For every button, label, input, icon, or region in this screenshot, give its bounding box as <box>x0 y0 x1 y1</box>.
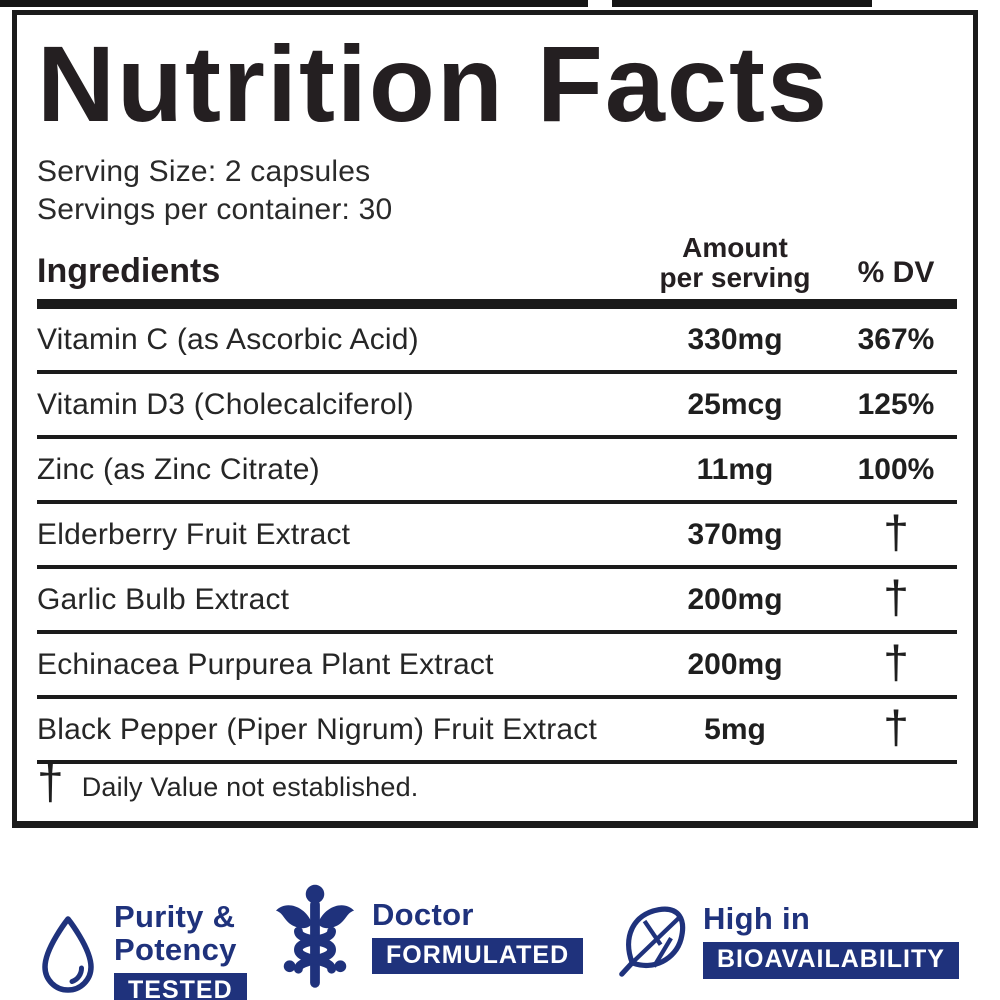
ingredient-name: Elderberry Fruit Extract <box>37 517 351 551</box>
nutrition-facts-panel: Nutrition Facts Serving Size: 2 capsules… <box>12 10 978 828</box>
ingredient-amount: 11mg <box>696 452 774 486</box>
table-row: Garlic Bulb Extract 200mg † <box>37 569 957 635</box>
servings-per-container-line: Servings per container: 30 <box>37 193 393 227</box>
ingredient-dv: 125% <box>857 387 935 421</box>
dagger-symbol: † <box>883 570 909 623</box>
certification-badges: Purity & Potency TESTED <box>0 876 1000 1000</box>
badge-label-line1: High in <box>703 901 811 936</box>
column-header-dv: % DV <box>857 256 935 290</box>
ingredient-dv: 367% <box>857 322 935 356</box>
ingredient-dv: 100% <box>857 452 935 486</box>
water-drop-icon <box>38 914 98 996</box>
leaf-icon <box>618 902 690 978</box>
badge-tag-formulated: FORMULATED <box>372 937 584 975</box>
ingredient-name: Garlic Bulb Extract <box>37 582 290 616</box>
ingredient-name: Echinacea Purpurea Plant Extract <box>37 647 494 681</box>
header-divider-bar <box>37 299 957 310</box>
column-header-ingredients: Ingredients <box>37 252 221 291</box>
ingredient-amount: 25mcg <box>687 387 783 421</box>
column-header-amount: Amount per serving <box>635 233 835 293</box>
footnote: † Daily Value not established. <box>37 756 957 810</box>
table-row: Elderberry Fruit Extract 370mg † <box>37 504 957 570</box>
table-row: Vitamin D3 (Cholecalciferol) 25mcg 125% <box>37 374 957 440</box>
caduceus-icon <box>274 882 356 990</box>
dagger-symbol: † <box>883 635 909 688</box>
dagger-symbol: † <box>883 700 909 753</box>
badge-tag-tested: TESTED <box>114 973 247 1000</box>
ingredient-amount: 200mg <box>687 582 783 616</box>
dagger-symbol: † <box>37 756 64 810</box>
table-row: Zinc (as Zinc Citrate) 11mg 100% <box>37 439 957 505</box>
badge-label-line1: Purity & <box>114 899 236 934</box>
serving-size-line: Serving Size: 2 capsules <box>37 155 371 189</box>
ingredient-amount: 370mg <box>687 517 783 551</box>
top-crop-strip-right <box>612 0 872 7</box>
ingredient-name: Black Pepper (Piper Nigrum) Fruit Extrac… <box>37 712 598 746</box>
badge-high-in-bioavailability: High in BIOAVAILABILITY <box>618 902 959 979</box>
badge-doctor-formulated: Doctor FORMULATED <box>274 882 584 990</box>
table-row: Echinacea Purpurea Plant Extract 200mg † <box>37 634 957 700</box>
nutrition-facts-title: Nutrition Facts <box>37 23 830 144</box>
column-header-amount-line2: per serving <box>659 262 811 294</box>
dagger-symbol: † <box>883 505 909 558</box>
badge-label-line1: Doctor <box>372 896 474 932</box>
column-header-amount-line1: Amount <box>682 232 788 264</box>
top-crop-strip-left <box>0 0 588 7</box>
footnote-text: Daily Value not established. <box>81 772 419 803</box>
ingredient-amount: 5mg <box>704 712 766 746</box>
ingredient-name: Vitamin D3 (Cholecalciferol) <box>37 387 414 421</box>
badge-label-line2: Potency <box>114 932 237 967</box>
ingredient-amount: 330mg <box>687 322 783 356</box>
table-row: Vitamin C (as Ascorbic Acid) 330mg 367% <box>37 309 957 375</box>
table-header: Ingredients Amount per serving % DV <box>37 233 957 293</box>
badge-purity-potency-tested: Purity & Potency TESTED <box>38 900 247 1000</box>
ingredient-name: Vitamin C (as Ascorbic Acid) <box>37 322 419 356</box>
badge-tag-bioavailability: BIOAVAILABILITY <box>703 942 959 979</box>
ingredient-name: Zinc (as Zinc Citrate) <box>37 452 320 486</box>
table-row: Black Pepper (Piper Nigrum) Fruit Extrac… <box>37 699 957 765</box>
ingredient-amount: 200mg <box>687 647 783 681</box>
